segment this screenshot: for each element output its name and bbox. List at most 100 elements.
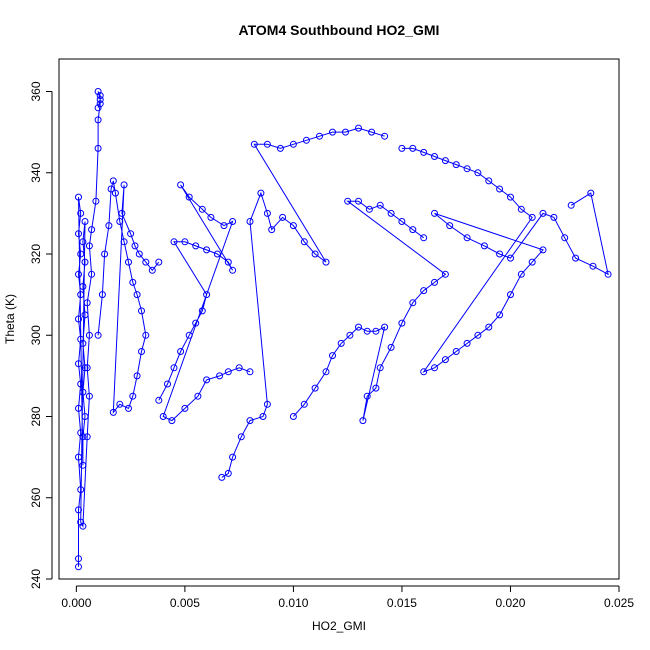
data-point [170, 238, 178, 246]
data-point [177, 181, 185, 189]
series-line [401, 147, 609, 373]
data-point [229, 218, 237, 225]
data-point [101, 250, 109, 258]
data-point [85, 392, 93, 400]
data-point [77, 429, 85, 437]
data-series [289, 197, 449, 425]
data-point [496, 311, 504, 319]
data-point [83, 433, 91, 441]
data-point [77, 486, 85, 494]
data-point [431, 153, 438, 160]
data-point [203, 291, 211, 299]
data-point [420, 287, 428, 295]
data-point [409, 299, 417, 307]
data-point [105, 222, 113, 230]
data-point [276, 144, 284, 152]
data-point [168, 417, 176, 425]
data-point [441, 356, 449, 364]
data-point [229, 453, 237, 461]
data-point [355, 323, 362, 331]
data-point [463, 165, 471, 173]
data-point [118, 209, 126, 217]
data-point [203, 246, 211, 254]
data-point [363, 327, 371, 335]
plot-frame [58, 58, 620, 580]
data-point [539, 246, 547, 254]
data-point [155, 396, 163, 404]
y-tick-label: 260 [29, 487, 43, 507]
data-point [75, 193, 82, 201]
y-tick-label: 280 [29, 406, 43, 426]
data-point [125, 404, 132, 412]
data-point [75, 453, 82, 461]
x-tick-label: 0.005 [170, 596, 200, 610]
data-point [125, 258, 132, 266]
data-point [561, 234, 569, 242]
data-point [127, 230, 135, 238]
data-point [194, 392, 202, 400]
data-point [224, 368, 232, 376]
data-point [198, 205, 206, 213]
data-point [98, 291, 106, 299]
data-point [79, 238, 87, 246]
x-axis: 0.000 0.005 0.010 0.015 0.020 0.025 [61, 585, 634, 610]
data-point [381, 323, 389, 331]
y-axis: 240 260 280 300 320 340 360 [29, 81, 53, 589]
data-point [311, 384, 319, 392]
data-point [88, 270, 96, 278]
data-point [431, 364, 438, 372]
data-point [142, 258, 150, 266]
x-tick-label: 0.020 [495, 596, 525, 610]
data-point [572, 254, 580, 262]
series-line [221, 127, 385, 478]
x-axis-label: HO2_GMI [312, 619, 366, 633]
x-tick-label: 0.000 [61, 596, 91, 610]
data-point [485, 177, 493, 185]
data-point [75, 404, 82, 412]
data-point [507, 254, 514, 262]
data-point [116, 400, 124, 408]
data-point [133, 291, 141, 299]
data-point [398, 319, 406, 327]
data-point [81, 218, 89, 225]
data-point [177, 348, 185, 355]
data-point [220, 222, 228, 230]
data-point [263, 400, 271, 408]
data-point [75, 230, 82, 238]
data-point [224, 258, 232, 266]
data-point [85, 242, 93, 250]
data-point [372, 384, 380, 392]
data-point [337, 339, 345, 347]
data-point [131, 242, 139, 250]
data-point [589, 262, 597, 270]
data-series [75, 88, 104, 571]
data-point [496, 250, 504, 258]
data-point [218, 473, 226, 481]
data-point [94, 104, 102, 112]
data-point [550, 213, 558, 221]
data-point [289, 413, 297, 420]
data-point [111, 189, 119, 197]
y-tick-label: 240 [29, 569, 43, 589]
data-point [83, 364, 91, 372]
data-point [300, 238, 308, 246]
data-point [355, 124, 362, 132]
data-point [75, 563, 82, 571]
data-point [237, 433, 245, 441]
data-point [420, 148, 428, 156]
data-point [365, 205, 373, 213]
data-point [507, 291, 514, 299]
data-point [79, 339, 87, 347]
data-point [376, 201, 384, 209]
data-point [463, 234, 471, 242]
data-point [129, 278, 137, 286]
x-tick-label: 0.010 [278, 596, 308, 610]
data-point [342, 128, 349, 136]
data-point [79, 388, 87, 396]
data-series [218, 124, 389, 481]
data-point [359, 417, 367, 425]
series-line [97, 180, 160, 414]
data-point [96, 100, 104, 108]
data-point [376, 364, 384, 372]
data-point [441, 157, 449, 165]
